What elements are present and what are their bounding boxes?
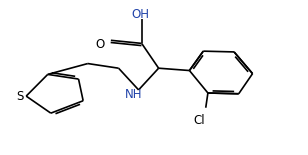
Text: Cl: Cl [194, 114, 205, 127]
Text: O: O [95, 38, 105, 51]
Text: OH: OH [131, 8, 149, 21]
Text: S: S [16, 90, 24, 103]
Text: NH: NH [125, 88, 143, 101]
